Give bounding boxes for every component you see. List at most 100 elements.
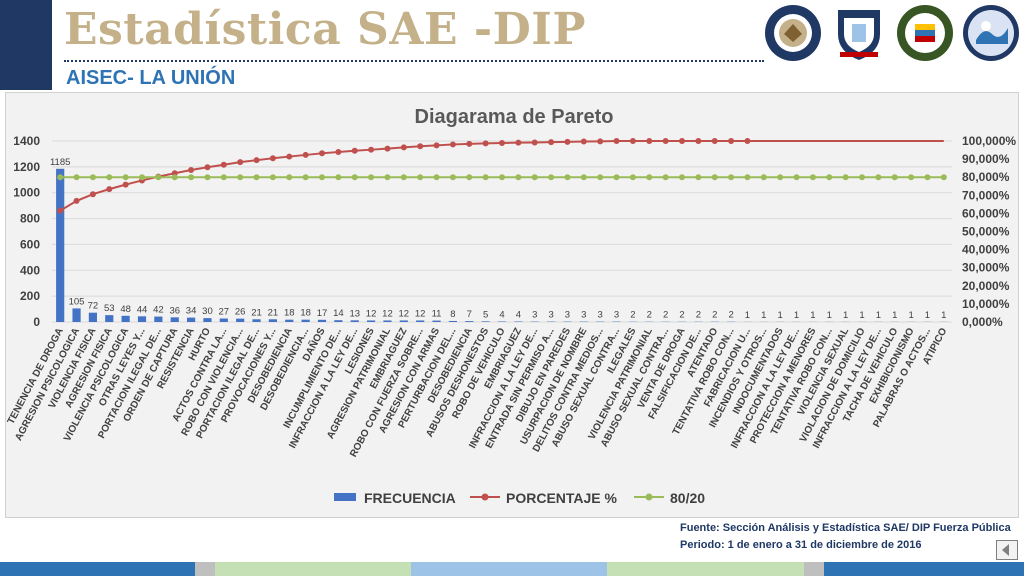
bar	[465, 321, 474, 322]
back-arrow-button[interactable]	[996, 540, 1018, 560]
series-point	[106, 186, 113, 193]
data-label: 1	[794, 310, 799, 321]
series-point	[859, 174, 865, 181]
series-point	[793, 174, 800, 181]
series-point	[286, 153, 293, 160]
data-label: 1	[761, 310, 766, 321]
footer-stripe	[195, 562, 215, 576]
series-point	[449, 174, 456, 181]
data-label: 21	[251, 307, 262, 318]
bar	[203, 318, 212, 322]
data-label: 3	[598, 310, 603, 321]
y2-tick-label: 20,000%	[962, 279, 1010, 293]
data-label: 42	[153, 305, 164, 316]
series-point	[269, 174, 276, 181]
legend-swatch-marker	[481, 493, 489, 501]
data-label: 12	[415, 308, 426, 319]
data-label: 14	[333, 308, 344, 319]
series-point	[580, 138, 587, 145]
series-point	[597, 138, 604, 145]
data-label: 1	[925, 310, 930, 321]
series-point	[204, 164, 211, 171]
series-point	[924, 174, 931, 181]
series-point	[875, 174, 882, 181]
data-label: 18	[284, 308, 295, 319]
bar	[350, 320, 359, 322]
legend-label: 80/20	[670, 490, 705, 506]
data-label: 3	[548, 310, 553, 321]
series-point	[368, 146, 375, 153]
fuerza-publica-shield-icon	[830, 4, 888, 62]
series-point	[122, 174, 129, 181]
y2-tick-label: 70,000%	[962, 188, 1010, 202]
series-point	[564, 138, 571, 145]
data-label: 1	[827, 310, 832, 321]
bar	[285, 319, 294, 322]
series-point	[744, 174, 751, 181]
bar	[88, 312, 97, 322]
y-tick-label: 600	[20, 237, 40, 251]
series-point	[237, 159, 244, 166]
data-label: 1	[778, 310, 783, 321]
series-point	[155, 174, 162, 181]
data-label: 1	[876, 310, 881, 321]
legend-label: FRECUENCIA	[364, 490, 456, 506]
series-point	[662, 174, 669, 181]
series-point	[777, 174, 784, 181]
series-point	[826, 174, 833, 181]
series-point	[368, 174, 375, 181]
page-title: Estadística SAE -DIP	[64, 4, 586, 55]
series-point	[384, 145, 391, 152]
bar	[236, 318, 245, 322]
data-label: 1	[892, 310, 897, 321]
bar	[448, 320, 457, 322]
data-label: 26	[235, 307, 246, 318]
series-point	[335, 174, 342, 181]
pinl-emblem-icon	[962, 4, 1020, 62]
series-point	[842, 174, 849, 181]
bar	[154, 316, 163, 322]
series-point	[171, 174, 178, 181]
series-point	[466, 140, 473, 147]
data-label: 1	[941, 310, 946, 321]
series-point	[433, 174, 440, 181]
data-label: 1	[843, 310, 848, 321]
data-label: 12	[366, 308, 377, 319]
series-point	[646, 138, 653, 144]
data-label: 11	[432, 309, 442, 320]
series-point	[629, 174, 636, 181]
series-point	[646, 174, 653, 181]
bar	[367, 320, 376, 322]
bar	[514, 321, 523, 322]
legend-swatch-marker	[645, 493, 653, 501]
data-label: 8	[450, 309, 455, 320]
series-point	[679, 138, 685, 144]
pareto-chart-panel: Diagarama de Pareto 1185 105 72 53 48 44 42 36 3…	[5, 92, 1019, 518]
data-label: 12	[382, 308, 393, 319]
bar	[432, 320, 441, 322]
data-label: 1	[745, 310, 750, 321]
bar	[481, 321, 490, 322]
bar	[317, 319, 327, 322]
series-point	[351, 147, 358, 154]
bar	[383, 320, 392, 322]
series-point	[449, 141, 456, 148]
series-point	[629, 138, 636, 144]
police-crest-icon	[896, 4, 954, 62]
footer-stripe	[411, 562, 607, 576]
series-point	[253, 157, 260, 164]
y2-tick-label: 90,000%	[962, 152, 1010, 166]
data-label: 72	[88, 301, 99, 312]
series-point	[89, 191, 96, 198]
series-point	[139, 174, 145, 181]
header-accent-bar	[0, 0, 52, 90]
series-point	[695, 174, 702, 181]
bar	[187, 317, 196, 322]
series-point	[73, 197, 80, 204]
data-label: 3	[532, 310, 537, 321]
series-point	[433, 142, 440, 149]
bar	[219, 318, 228, 322]
data-label: 2	[728, 310, 733, 321]
footer-stripe	[804, 562, 824, 576]
